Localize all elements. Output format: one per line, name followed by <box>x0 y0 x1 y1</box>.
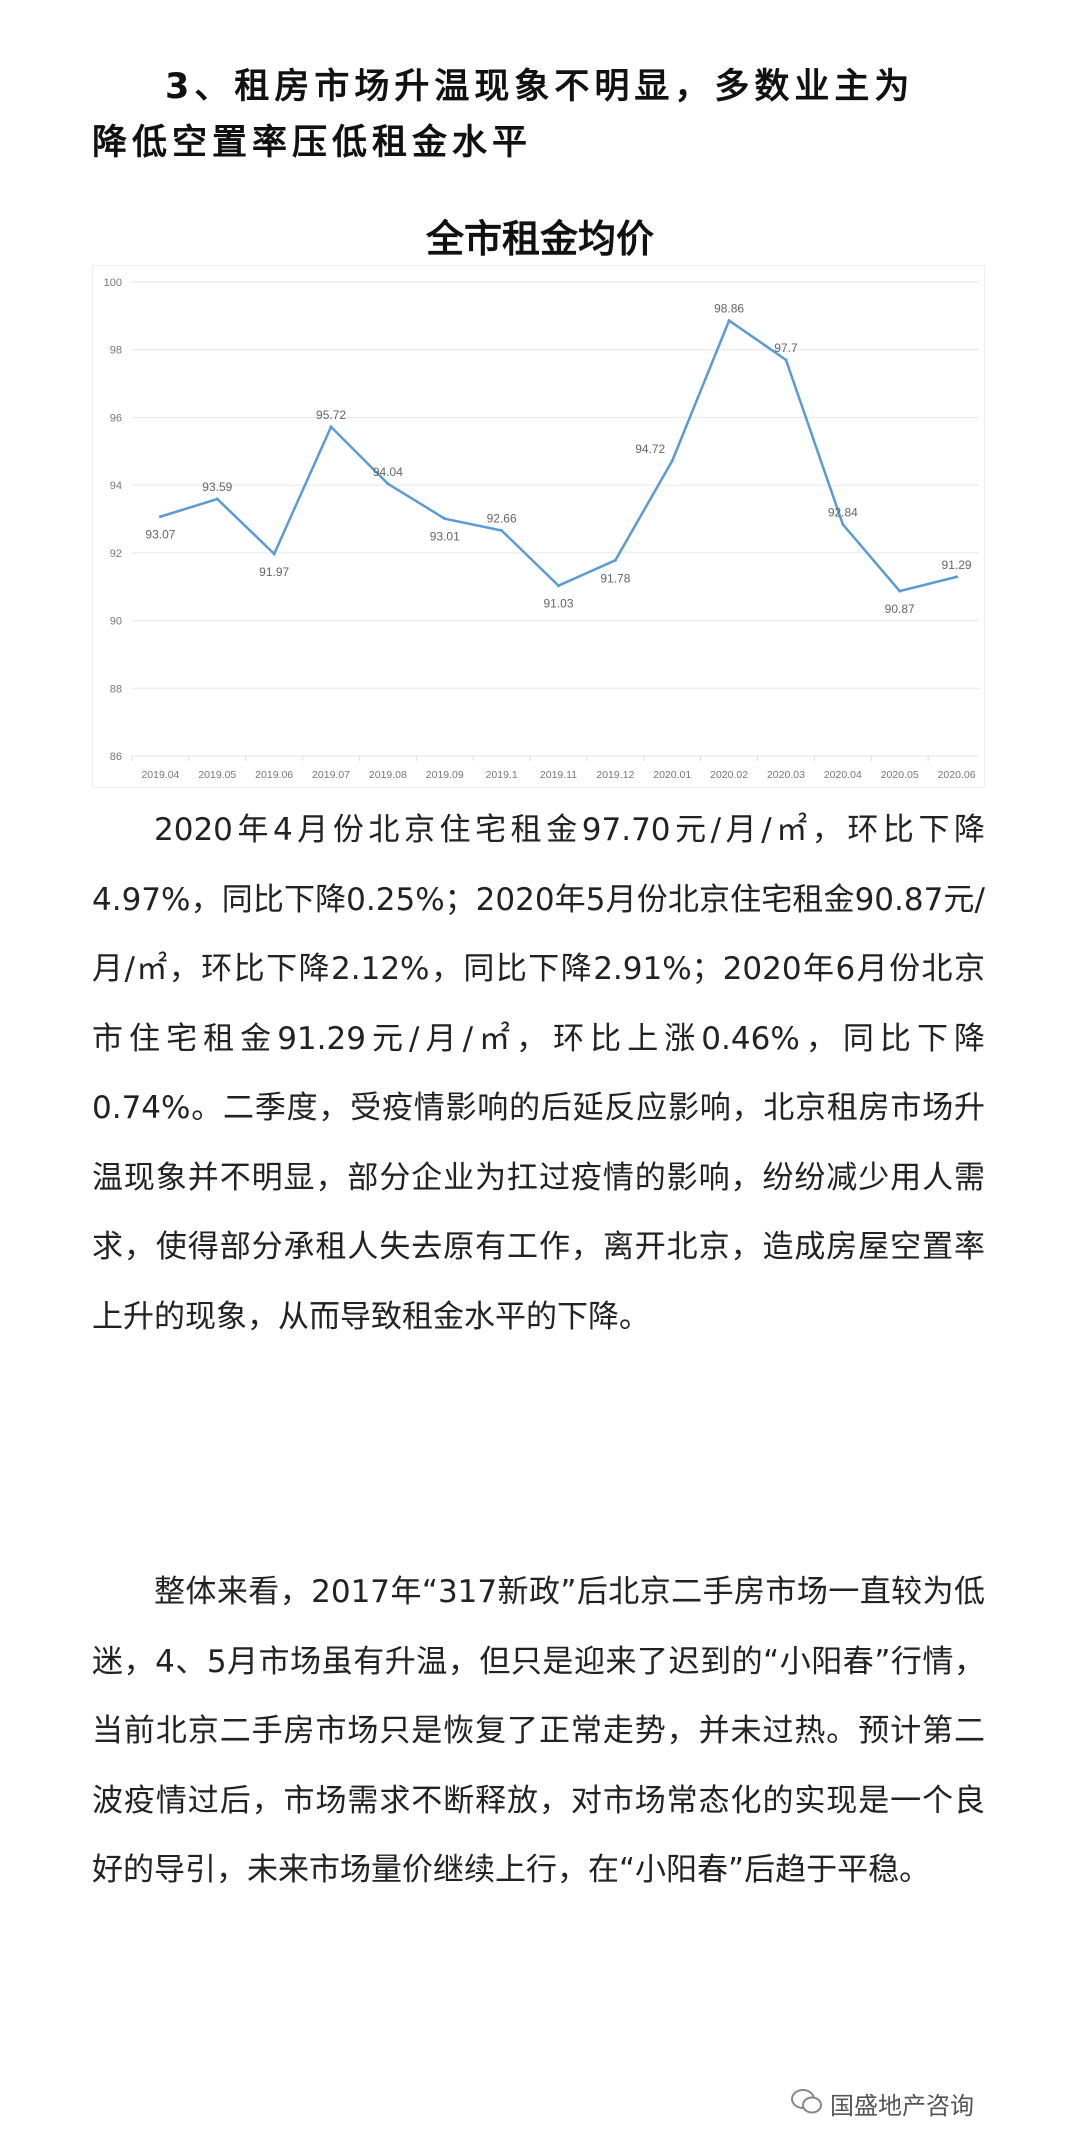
paragraph-1: 2020年4月份北京住宅租金97.70元/月/㎡，环比下降4.97%，同比下降0… <box>92 812 985 1335</box>
chart-frame <box>92 265 985 788</box>
data-point <box>784 358 788 362</box>
data-point <box>158 515 162 519</box>
data-label: 93.59 <box>202 480 232 494</box>
data-point <box>386 482 390 486</box>
data-label: 91.97 <box>259 565 289 579</box>
data-point <box>955 575 959 579</box>
x-tick-label: 2019.12 <box>596 769 634 781</box>
x-tick-label: 2020.06 <box>938 769 976 781</box>
account-watermark: 国盛地产咨询 <box>830 2092 974 2120</box>
y-tick-label: 98 <box>110 345 122 357</box>
x-tick-label: 2020.03 <box>767 769 805 781</box>
rent-line-chart: 86 88 90 92 94 96 98 100 2019.04 2019.05 2019.06 20… <box>92 265 985 788</box>
data-point <box>329 425 333 429</box>
data-label: 90.87 <box>885 602 915 616</box>
x-tick-label: 2019.11 <box>540 769 577 781</box>
data-point <box>443 517 447 521</box>
data-label: 97.7 <box>774 341 798 355</box>
data-point <box>898 589 902 593</box>
x-tick-label: 2019.1 <box>486 769 518 781</box>
data-label: 95.72 <box>316 408 346 422</box>
data-point <box>727 319 731 323</box>
y-tick-label: 88 <box>110 683 122 695</box>
data-point <box>557 584 560 588</box>
x-tick-label: 2020.05 <box>881 769 919 781</box>
y-tick-label: 100 <box>104 277 122 289</box>
x-tick-label: 2020.04 <box>824 769 862 781</box>
data-label: 91.78 <box>600 571 630 585</box>
y-tick-label: 94 <box>110 480 122 492</box>
paragraph-2: 整体来看，2017年“317新政”后北京二手房市场一直较为低迷，4、5月市场虽有… <box>92 1574 985 1888</box>
data-point <box>841 522 845 526</box>
x-tick-label: 2019.07 <box>312 769 350 781</box>
x-tick-label: 2019.05 <box>198 769 236 781</box>
y-tick-label: 92 <box>110 548 122 560</box>
data-label: 98.86 <box>714 302 744 316</box>
y-tick-label: 86 <box>110 751 122 763</box>
data-label: 91.03 <box>543 597 573 611</box>
section-heading-line2: 降低空置率压低租金水平 <box>92 123 533 163</box>
chart-title: 全市租金均价 <box>425 217 654 261</box>
data-label: 91.29 <box>942 558 972 572</box>
data-label: 94.04 <box>373 465 403 479</box>
x-tick-label: 2020.01 <box>653 769 691 781</box>
x-tick-label: 2019.09 <box>426 769 464 781</box>
data-point <box>272 552 276 556</box>
y-tick-label: 90 <box>110 616 122 628</box>
x-tick-label: 2019.08 <box>369 769 407 781</box>
data-label: 93.07 <box>145 528 175 542</box>
data-point <box>500 529 504 533</box>
data-label: 94.72 <box>635 442 665 456</box>
x-tick-label: 2020.02 <box>710 769 748 781</box>
data-label: 93.01 <box>430 530 460 544</box>
wechat-icon <box>791 2089 822 2114</box>
x-tick-label: 2019.06 <box>255 769 293 781</box>
section-heading-line1: 3、租房市场升温现象不明显，多数业主为 <box>165 67 915 107</box>
data-label: 92.66 <box>487 512 517 526</box>
data-point <box>613 558 617 562</box>
data-label: 92.84 <box>828 505 858 519</box>
data-point <box>215 497 219 501</box>
y-tick-label: 96 <box>110 412 122 424</box>
data-point <box>670 459 674 463</box>
x-tick-label: 2019.04 <box>141 769 179 781</box>
